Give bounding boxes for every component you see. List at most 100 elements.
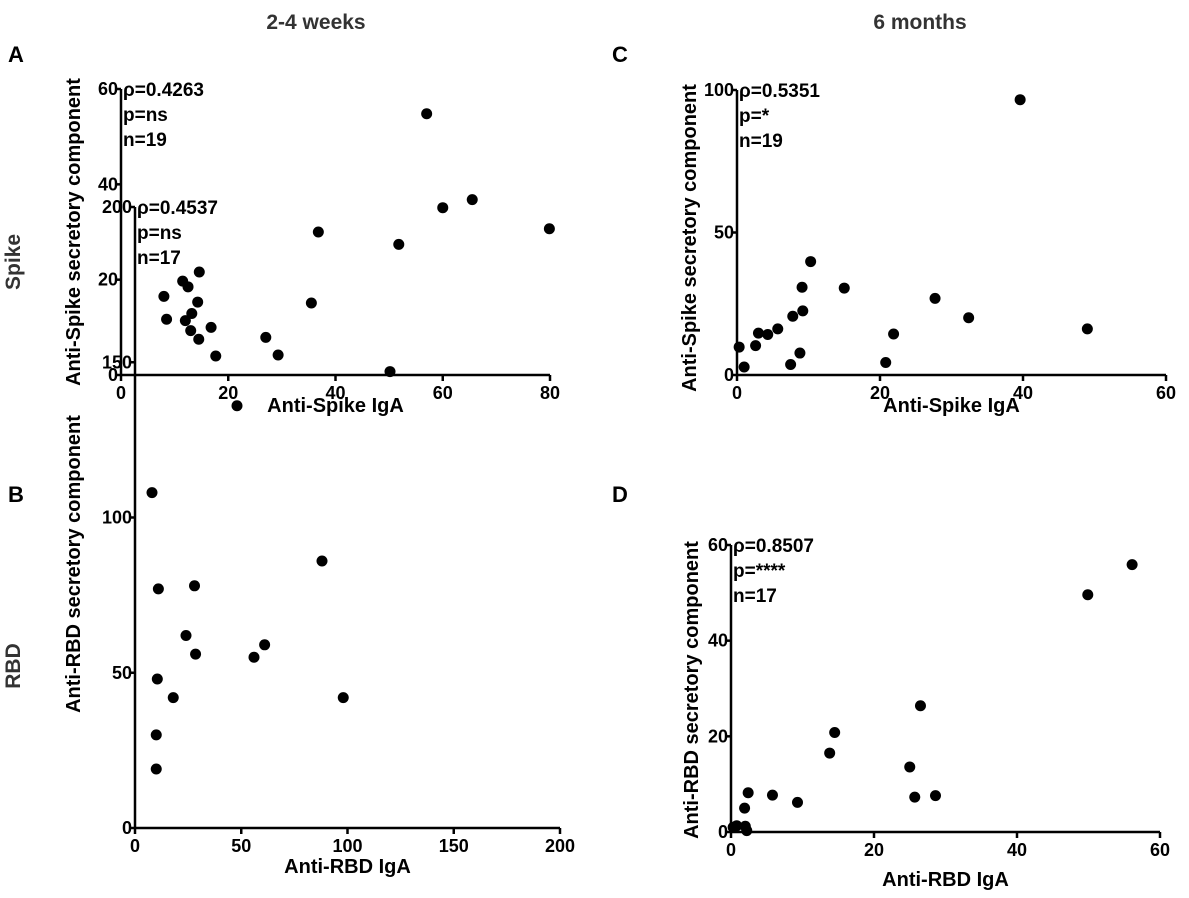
data-point-a xyxy=(193,333,205,345)
data-point-a xyxy=(312,226,324,238)
data-point-c xyxy=(794,347,806,359)
y-axis-title-b: Anti-RBD secretory component xyxy=(63,415,85,713)
data-point-a xyxy=(205,321,217,333)
y-tick-label-d: 40 xyxy=(708,631,728,651)
data-point-c xyxy=(1081,323,1093,335)
y-tick-label-b: 50 xyxy=(112,663,132,683)
data-point-c xyxy=(750,340,762,352)
x-tick-label-a: 0 xyxy=(116,383,126,403)
data-point-c xyxy=(785,358,797,370)
data-point-b xyxy=(543,223,555,235)
stat-annotation-c: n=19 xyxy=(739,131,783,152)
data-point-d xyxy=(824,747,836,759)
panel-letter-c: C xyxy=(612,42,628,67)
x-tick-label-b: 50 xyxy=(231,836,251,856)
data-point-a xyxy=(272,349,284,361)
data-point-c xyxy=(733,341,745,353)
data-point-c xyxy=(796,281,808,293)
data-point-b xyxy=(167,692,179,704)
data-point-d xyxy=(1126,559,1138,571)
data-point-d xyxy=(742,787,754,799)
data-point-b xyxy=(150,763,162,775)
y-tick-label-b: 150 xyxy=(102,352,132,372)
x-tick-label-b: 150 xyxy=(439,836,469,856)
y-tick-label-d: 0 xyxy=(718,822,728,842)
data-point-c xyxy=(738,361,750,373)
data-point-a xyxy=(466,194,478,206)
y-axis-title-d: Anti-RBD secretory component xyxy=(681,541,703,839)
y-tick-label-a: 60 xyxy=(98,79,118,99)
y-tick-label-c: 0 xyxy=(724,365,734,385)
data-point-d xyxy=(904,761,916,773)
y-tick-label-a: 40 xyxy=(98,174,118,194)
data-point-c xyxy=(929,292,941,304)
data-point-d xyxy=(914,700,926,712)
data-point-a xyxy=(437,202,449,214)
y-tick-label-c: 100 xyxy=(704,80,734,100)
y-tick-label-a: 0 xyxy=(108,365,118,385)
data-point-a xyxy=(421,108,433,120)
panel-d: D 0 20 40 60 0 20 40 60 Anti-RBD IgA Anti-RBD secr… xyxy=(612,482,1170,891)
x-tick-label-d: 40 xyxy=(1007,840,1027,860)
x-tick-label-c: 40 xyxy=(1013,383,1033,403)
stat-annotation-a: p=ns xyxy=(123,105,168,126)
data-point-a xyxy=(193,266,205,278)
data-point-b xyxy=(146,487,158,499)
panel-letter-d: D xyxy=(612,482,628,507)
data-point-b xyxy=(337,692,349,704)
data-point-c xyxy=(1014,94,1026,106)
data-point-b xyxy=(189,580,200,592)
data-point-b xyxy=(180,629,192,641)
x-axis-title-a: Anti-Spike IgA xyxy=(267,395,404,417)
data-point-c xyxy=(772,323,784,335)
data-point-d xyxy=(731,820,743,832)
data-point-b xyxy=(152,583,164,595)
stat-annotation-a: ρ=0.4263 xyxy=(123,80,204,101)
y-tick-label-b: 0 xyxy=(122,818,132,838)
x-tick-label-c: 0 xyxy=(732,383,742,403)
y-tick-label-d: 20 xyxy=(708,726,728,746)
data-point-d xyxy=(791,796,803,808)
stat-annotation-b: n=17 xyxy=(137,248,181,269)
panel-letter-b: B xyxy=(8,482,24,507)
data-point-a xyxy=(305,297,317,309)
data-point-b xyxy=(150,729,162,741)
data-point-a xyxy=(185,325,197,337)
data-point-b xyxy=(210,350,222,362)
row-header-rbd: RBD xyxy=(2,643,25,689)
panel-a: A 0 20 40 60 80 0 20 40 60 Anti-Spike IgA Anti-Spik… xyxy=(8,42,560,417)
data-point-a xyxy=(192,296,204,308)
data-point-a xyxy=(260,331,272,343)
data-point-c xyxy=(752,327,764,339)
x-tick-label-d: 0 xyxy=(726,840,736,860)
data-point-c xyxy=(963,312,975,324)
y-tick-label-b: 100 xyxy=(102,508,132,528)
x-tick-label-a: 80 xyxy=(540,383,560,403)
data-point-b xyxy=(151,673,163,685)
data-point-c xyxy=(787,310,799,322)
x-tick-label-d: 20 xyxy=(864,840,884,860)
data-point-a xyxy=(182,281,194,293)
x-axis-title-b: Anti-RBD IgA xyxy=(284,856,411,878)
x-tick-label-c: 20 xyxy=(870,383,890,403)
stat-annotation-c: ρ=0.5351 xyxy=(739,81,820,102)
data-point-a xyxy=(186,308,198,320)
panel-c: C 0 20 40 60 0 50 100 Anti-Spike IgA Anti-Spike s… xyxy=(612,42,1176,417)
y-tick-label-a: 20 xyxy=(98,270,118,290)
stat-annotation-a: n=19 xyxy=(123,130,167,151)
data-point-a xyxy=(179,315,191,327)
data-point-b xyxy=(259,639,271,651)
stat-annotation-d: p=**** xyxy=(733,561,786,582)
y-tick-label-b: 200 xyxy=(102,197,132,217)
data-point-b xyxy=(231,400,243,412)
y-tick-label-c: 50 xyxy=(714,223,734,243)
data-point-d xyxy=(1082,589,1094,601)
x-axis-title-c: Anti-Spike IgA xyxy=(883,395,1020,417)
stat-annotation-d: ρ=0.8507 xyxy=(733,536,814,557)
x-tick-label-d: 60 xyxy=(1150,840,1170,860)
data-point-d xyxy=(909,791,921,803)
data-point-d xyxy=(929,790,941,802)
data-point-d xyxy=(766,789,778,801)
data-point-c xyxy=(838,282,850,294)
